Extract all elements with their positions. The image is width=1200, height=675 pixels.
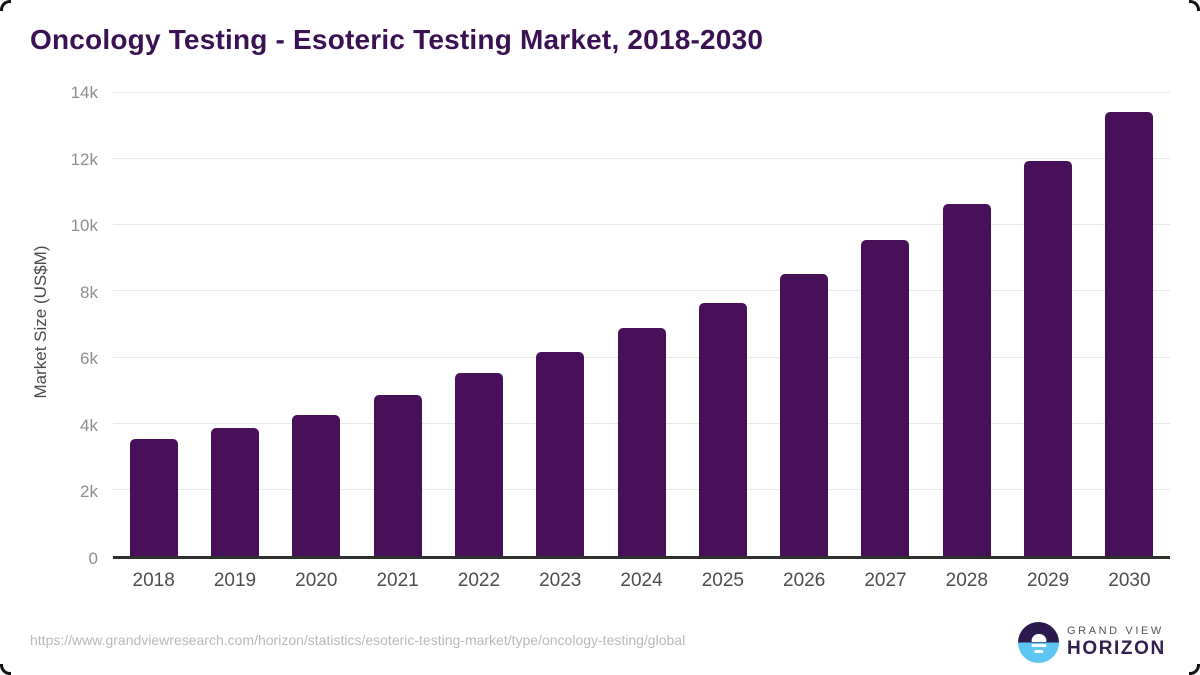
x-tick-label: 2019 [213,570,257,591]
gridline [113,290,1170,292]
bar-2029[interactable] [1024,160,1073,556]
x-tick-label: 2023 [539,570,582,591]
bar-column [601,93,682,556]
bar-2020[interactable] [292,415,341,556]
x-tick-label: 2018 [132,570,175,591]
x-tick-label: 2024 [620,570,663,591]
y-tick-label: 14k [70,83,98,102]
bar-2030[interactable] [1105,111,1154,556]
x-tick-label: 2020 [295,570,338,591]
x-tick-label: 2021 [376,570,419,591]
bar-column [845,93,926,556]
x-tick-label: 2025 [701,570,744,591]
bar-series [113,93,1170,556]
sun-icon [1031,634,1046,642]
gridline [113,92,1170,93]
bar-column [438,93,519,556]
chart-title: Oncology Testing - Esoteric Testing Mark… [30,24,764,55]
bar-column [113,93,194,556]
gridline [113,158,1170,160]
y-axis-tick-labels: 0 2k 4k 6k 8k 10k 12k 14k [38,83,98,568]
bar-column [682,93,763,556]
bar-column [520,93,601,556]
bar-2028[interactable] [942,203,991,556]
y-tick-label: 8k [80,282,98,302]
plot-area [113,92,1170,559]
bar-2023[interactable] [536,351,585,556]
y-tick-label: 4k [80,415,98,435]
brand-name-top: GRAND VIEW [1067,625,1164,637]
bar-2022[interactable] [454,373,503,556]
sun-over-horizon-icon [1018,622,1059,663]
y-tick-label: 2k [80,482,98,502]
bar-2024[interactable] [617,328,666,556]
bar-column [1089,93,1170,556]
bar-column [357,93,438,556]
bar-2027[interactable] [861,240,910,556]
bar-2019[interactable] [210,428,259,556]
brand-logo-text: GRAND VIEW HORIZON [1067,625,1166,660]
x-tick-label: 2027 [864,570,907,591]
sun-reflection-line [1031,644,1046,648]
bar-column [276,93,357,556]
x-tick-label: 2029 [1026,570,1070,591]
y-tick-label: 6k [80,349,98,369]
bar-2025[interactable] [698,303,747,556]
x-tick-label: 2028 [945,570,988,591]
y-tick-label: 0 [88,549,98,568]
source-url: https://www.grandviewresearch.com/horizo… [30,632,686,648]
frame-corner-top-left [0,0,11,11]
brand-name-bottom: HORIZON [1067,638,1166,659]
frame-corner-top-right [1189,0,1200,11]
x-tick-label: 2030 [1108,570,1151,591]
gridline [113,224,1170,226]
sun-reflection-line [1033,650,1044,653]
bar-2026[interactable] [780,274,829,556]
bar-2018[interactable] [129,438,178,556]
x-tick-label: 2026 [783,570,826,591]
bar-2021[interactable] [373,394,422,556]
bar-column [1007,93,1088,556]
brand-logo[interactable]: GRAND VIEW HORIZON [1018,622,1166,663]
frame-corner-bottom-right [1189,664,1200,675]
x-axis-tick-labels: 2018 2019 2020 2021 2022 2023 2024 2025 2026 2027… [113,570,1170,592]
bar-column [926,93,1007,556]
x-tick-label: 2022 [457,570,501,591]
bar-column [194,93,275,556]
y-tick-label: 10k [70,216,98,236]
bar-column [764,93,845,556]
frame-corner-bottom-left [0,664,11,675]
y-tick-label: 12k [70,149,98,169]
